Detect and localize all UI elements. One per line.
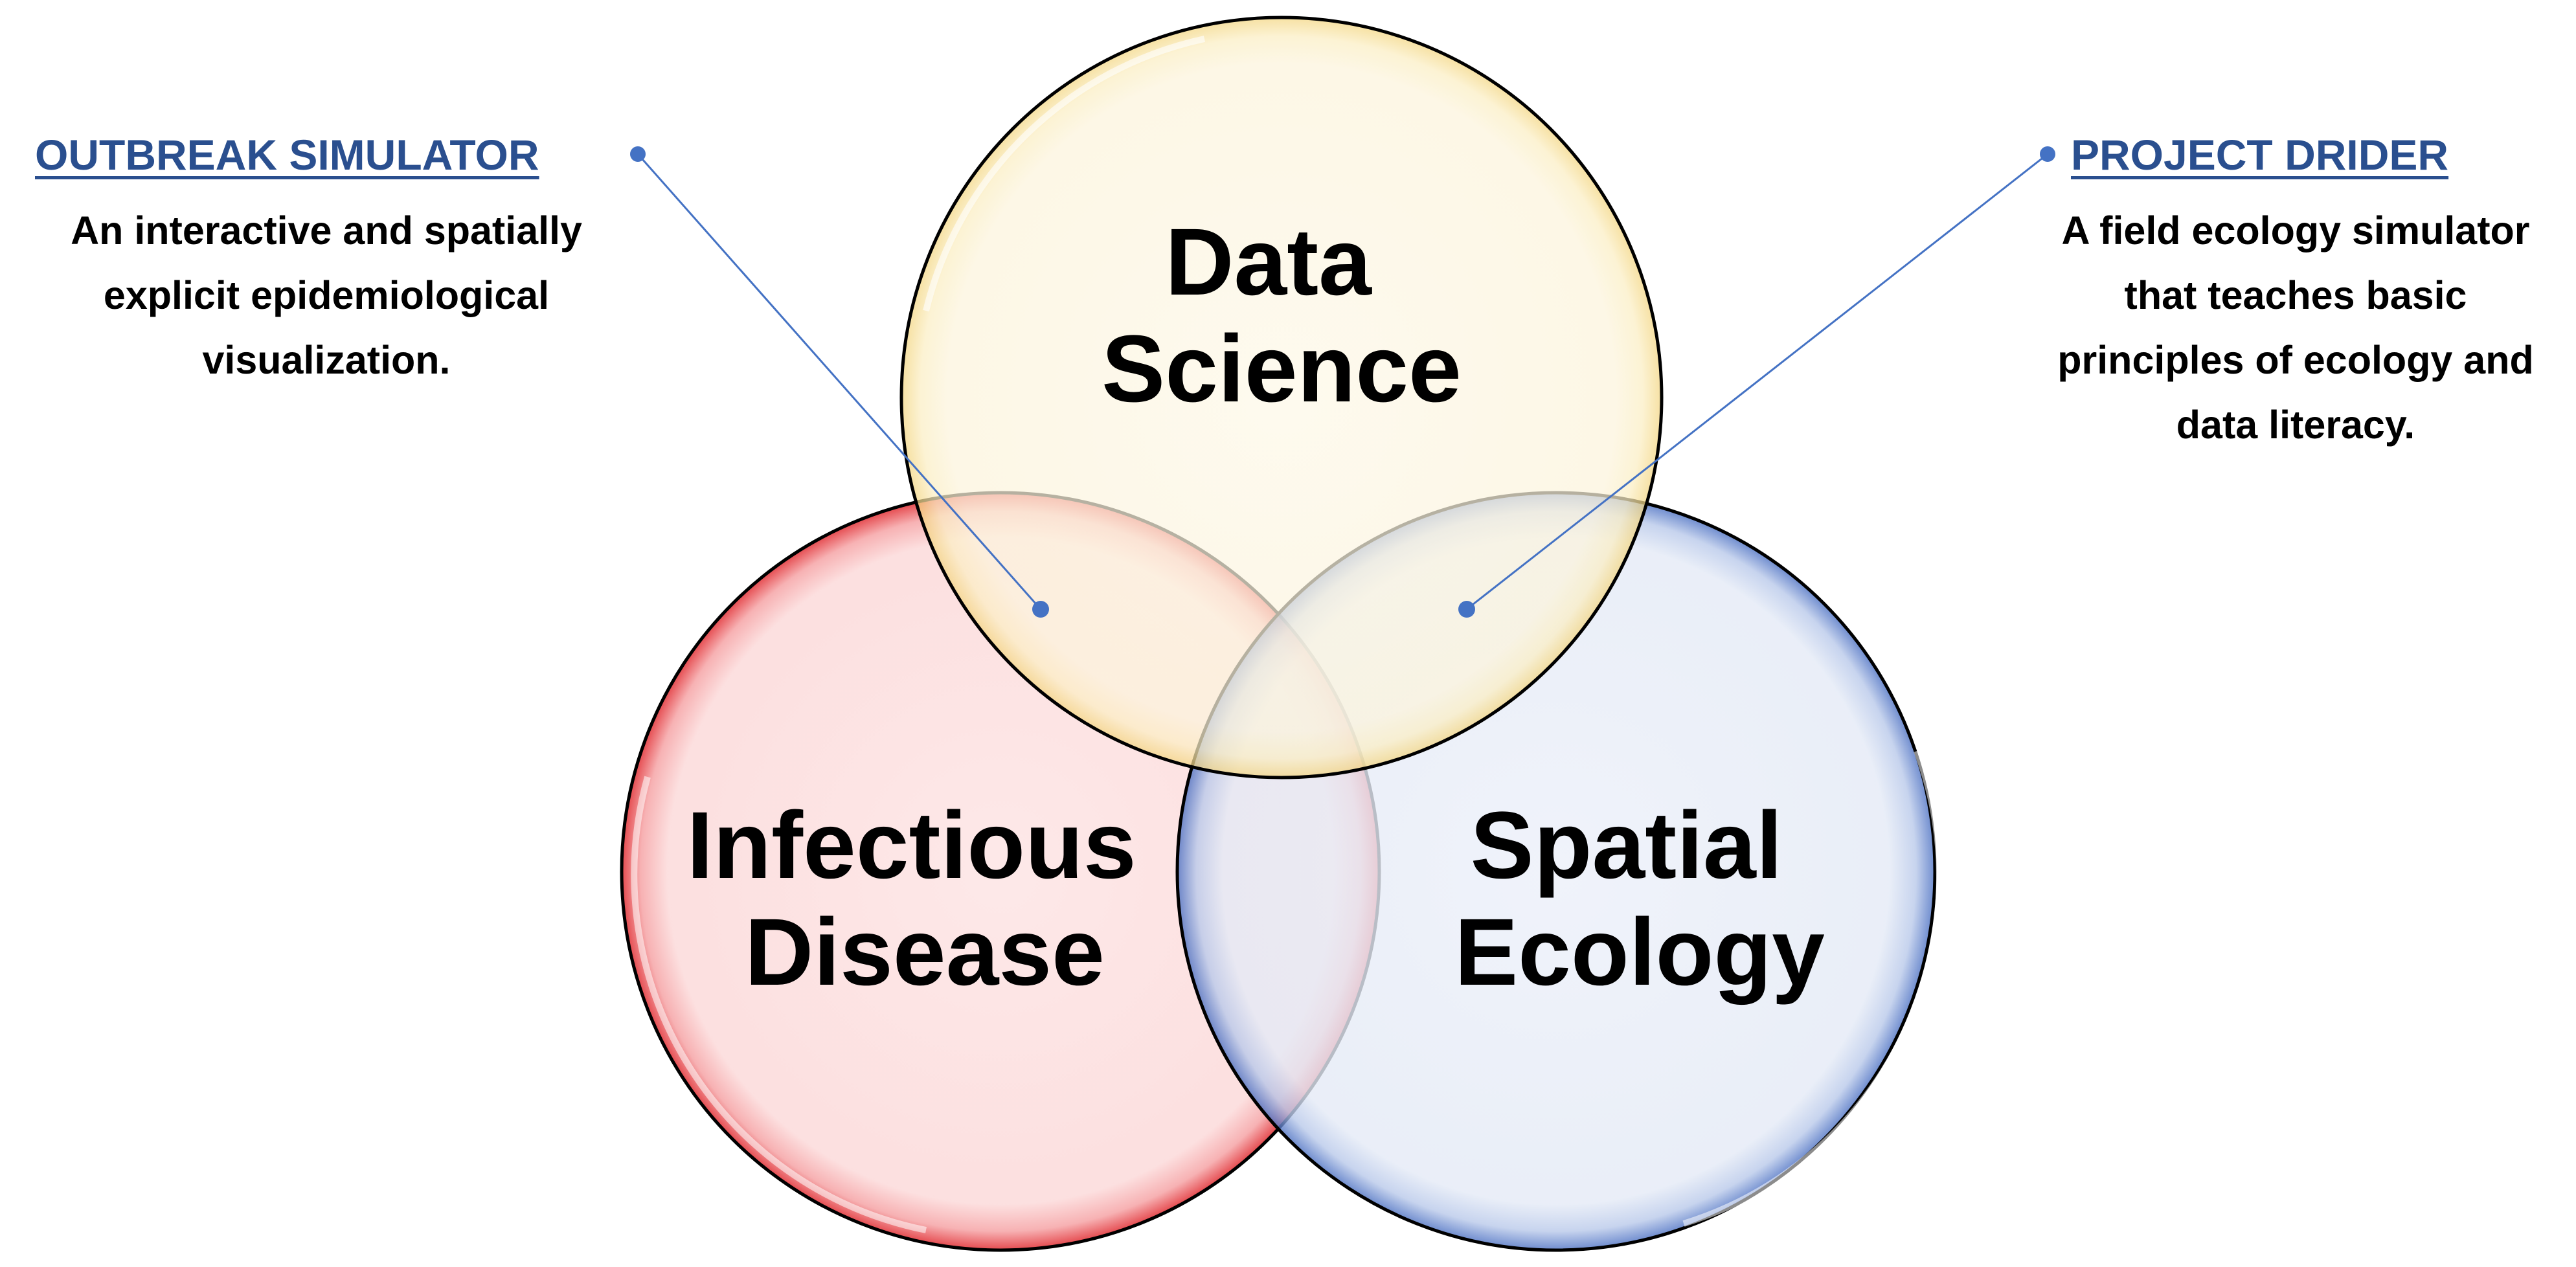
spatial-ecology-label-line-2: Ecology [1454, 899, 1825, 1005]
project-drider-callout: PROJECT DRIDER A field ecology simulator… [2040, 127, 2534, 457]
outbreak-connector-start-dot [630, 146, 646, 162]
drider-connector-end-dot [1458, 601, 1475, 618]
drider-connector-line [1466, 153, 2048, 611]
spatial-ecology-sheen [1682, 750, 1943, 1227]
project-drider-link[interactable]: PROJECT DRIDER [2071, 131, 2449, 179]
data-science-label: Data Science [1102, 209, 1462, 422]
outbreak-simulator-link[interactable]: OUTBREAK SIMULATOR [35, 131, 539, 179]
infectious-disease-label-line-1: Infectious [686, 792, 1136, 899]
spatial-ecology-label-line-1: Spatial [1471, 792, 1783, 899]
spatial-ecology-label: Spatial Ecology [1454, 792, 1825, 1005]
project-drider-description: A field ecology simulator that teaches b… [2057, 208, 2534, 447]
infectious-disease-label-line-2: Disease [745, 899, 1105, 1005]
drider-connector-start-dot [2040, 146, 2055, 162]
data-science-circle [899, 16, 1664, 779]
infectious-disease-label: Infectious Disease [686, 792, 1162, 1005]
data-science-sheen [923, 36, 1206, 312]
outbreak-simulator-callout: OUTBREAK SIMULATOR An interactive and sp… [35, 127, 618, 392]
data-science-label-line-1: Data [1165, 209, 1372, 315]
outbreak-connector-line [637, 153, 1042, 610]
outbreak-simulator-description: An interactive and spatially explicit ep… [71, 208, 582, 382]
outbreak-connector-end-dot [1032, 601, 1049, 618]
infectious-disease-sheen [631, 776, 927, 1233]
data-science-label-line-2: Science [1102, 316, 1462, 422]
